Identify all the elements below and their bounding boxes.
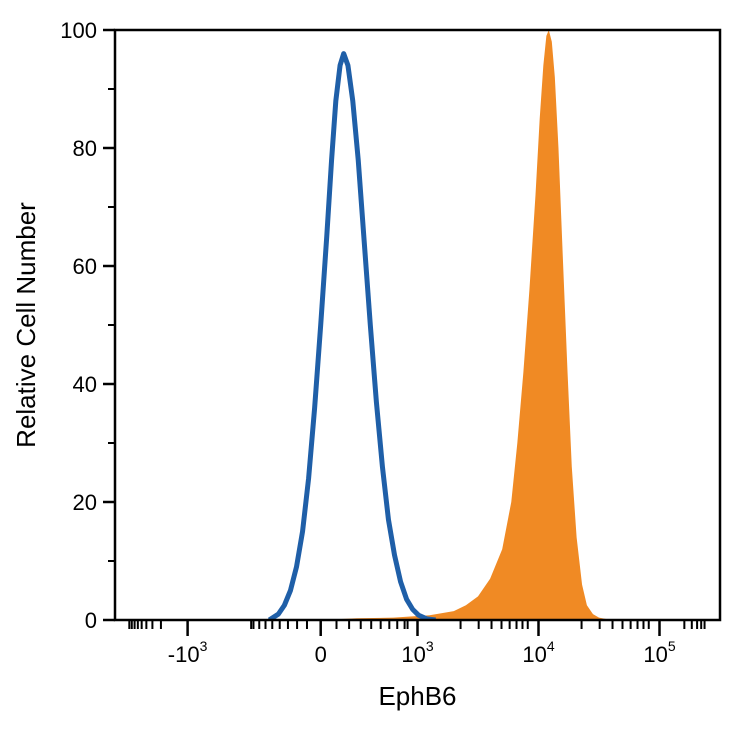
y-tick-label: 60 <box>73 254 97 279</box>
x-tick-label: -103 <box>168 638 208 667</box>
y-tick-label: 100 <box>60 18 97 43</box>
series-control <box>269 54 435 620</box>
y-tick-label: 80 <box>73 136 97 161</box>
plot-border <box>115 30 720 620</box>
x-tick-label: 104 <box>522 638 554 667</box>
series-sample <box>321 30 611 620</box>
x-tick-label: 105 <box>643 638 675 667</box>
y-axis-label: Relative Cell Number <box>11 202 41 448</box>
x-tick-label: 0 <box>315 642 327 667</box>
y-tick-label: 20 <box>73 490 97 515</box>
x-axis-label: EphB6 <box>378 681 456 711</box>
y-tick-label: 40 <box>73 372 97 397</box>
y-tick-label: 0 <box>85 608 97 633</box>
x-tick-label: 103 <box>401 638 433 667</box>
histogram-chart: 0 20 40 60 80 100 -103 0 103 104 105 Relative Cell … <box>0 0 743 743</box>
chart-svg: 0 20 40 60 80 100 -103 0 103 104 105 Relative Cell … <box>0 0 743 743</box>
